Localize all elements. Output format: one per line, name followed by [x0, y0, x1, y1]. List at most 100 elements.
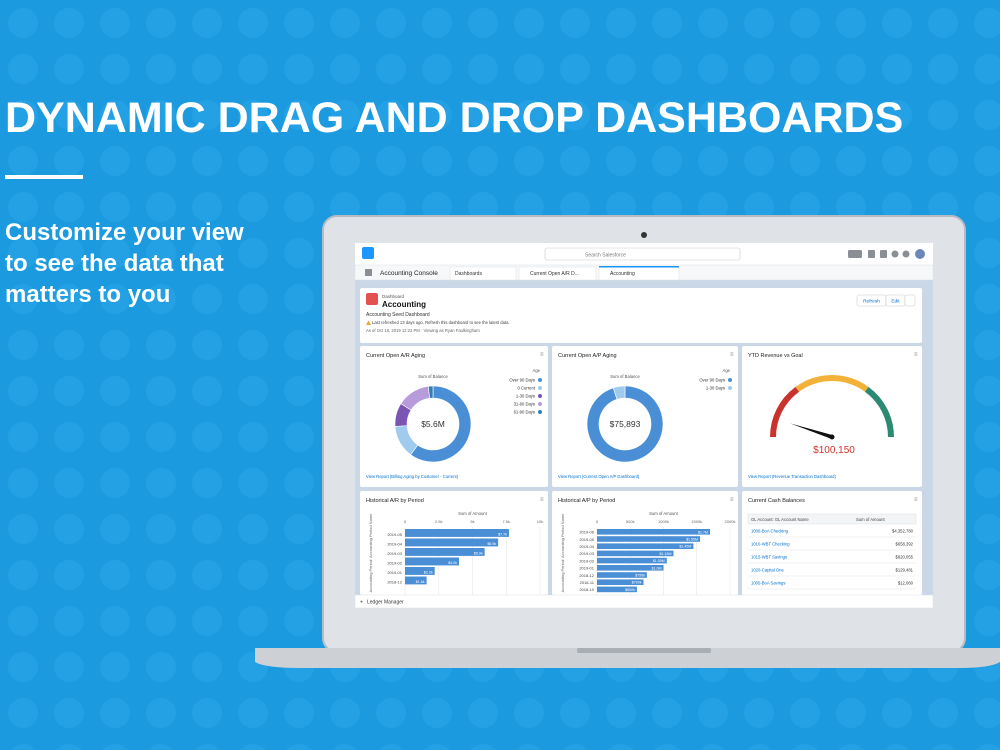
search-box[interactable]	[544, 247, 741, 261]
bar	[597, 543, 694, 549]
table-cell: $820,055	[896, 555, 914, 560]
category-label: 2018-10	[579, 587, 594, 592]
panel-menu: ≡	[540, 352, 544, 358]
tab[interactable]	[449, 266, 517, 281]
bar-value-label: $700k	[632, 581, 642, 585]
panel	[552, 346, 738, 487]
bar-value-label: $2.2k	[424, 571, 433, 575]
panel-title: Historical A/P by Period	[558, 498, 615, 504]
subtitle-line: to see the data that	[5, 250, 224, 277]
footer-icon: +	[360, 600, 363, 606]
panel-menu: ≡	[540, 497, 544, 503]
refresh-notice: Last refreshed 13 days ago. Refresh this…	[372, 320, 510, 325]
panel-title: Current Open A/P Aging	[558, 353, 617, 359]
bar-value-label: $4.0k	[448, 561, 457, 565]
laptop-base	[255, 648, 1000, 668]
footer-label: Ledger Manager	[367, 600, 404, 606]
report-link: View Report (Current Open A/P Dashboard)	[558, 474, 640, 479]
bar-value-label: $750k	[635, 574, 645, 578]
table-panel: Current Cash Balances ≡ GL Account: GL Acc…	[742, 491, 922, 595]
app-launcher[interactable]	[365, 269, 372, 276]
dashboard-icon	[366, 293, 378, 305]
bar-value-label: $5.9k	[474, 552, 483, 556]
more-button[interactable]	[904, 294, 916, 307]
category-label: 2019-02	[579, 558, 594, 563]
category-label: 2019-04	[579, 544, 594, 549]
subtitle-line: matters to you	[5, 281, 170, 308]
bar-value-label: $1.15M	[659, 552, 671, 556]
bar	[597, 557, 667, 564]
panel-menu: ≡	[730, 497, 734, 503]
legend-label: 1-30 Days	[516, 394, 535, 399]
panel	[742, 346, 922, 487]
icon[interactable]	[891, 250, 899, 258]
table-cell-link: 1020-Capital One	[751, 568, 784, 573]
headline: DYNAMIC DRAG AND DROP DASHBOARDS	[5, 94, 903, 142]
panel-title: YTD Revenue vs Goal	[748, 353, 803, 359]
utility-bar	[354, 594, 934, 609]
legend-swatch	[538, 410, 542, 414]
gauge-needle	[790, 423, 833, 439]
legend-label: 31-60 Days	[514, 402, 535, 407]
icon[interactable]	[880, 250, 887, 258]
table-cell-link: 1005-BoA Savings	[751, 581, 785, 586]
avatar[interactable]	[915, 249, 925, 259]
axis-label: Sum of Amount	[458, 511, 487, 516]
donut-segment	[427, 385, 434, 399]
donut-center-label: $5.6M	[421, 419, 445, 429]
panel-menu: ≡	[730, 352, 734, 358]
category-label: 2019-04	[387, 541, 402, 546]
bar	[597, 565, 664, 571]
legend-swatch	[538, 386, 542, 390]
donut-segment	[586, 385, 664, 463]
category-label: 2019-06	[579, 530, 594, 535]
legend-label: Over 90 Days	[509, 378, 535, 383]
tab-label: Dashboards	[455, 271, 482, 277]
legend-swatch	[728, 386, 732, 390]
search-placeholder: Search Salesforce	[585, 253, 626, 259]
icon[interactable]	[902, 250, 910, 258]
as-of: As of Oct 10, 2019 12:22 PM · Viewing as…	[366, 328, 480, 333]
x-tick-label: 500k	[626, 519, 635, 524]
x-tick-label: 0	[404, 519, 407, 524]
report-link: View Report (Revenue Transaction Dashboa…	[748, 474, 837, 479]
panels: Current Open A/R Aging ≡ Sum of Balance Ove…	[360, 346, 922, 595]
report-link: View Report (Billing Aging by Customer -…	[366, 474, 459, 479]
panel-menu: ≡	[914, 352, 918, 358]
dashboard-label: Dashboard	[382, 294, 405, 299]
table-header	[747, 513, 917, 525]
category-label: 2019-01	[387, 570, 402, 575]
panel-menu: ≡	[914, 497, 918, 503]
x-tick-label: 5k	[470, 519, 474, 524]
legend-swatch	[538, 402, 542, 406]
legend-title: Age	[533, 368, 541, 373]
bar	[405, 576, 427, 585]
warning-icon	[366, 320, 371, 325]
category-label: 2019-05	[579, 537, 594, 542]
legend-label: 61-90 Days	[514, 410, 535, 415]
legend-label: 1-30 Days	[706, 386, 725, 391]
category-label: 2019-01	[579, 566, 594, 571]
button-label: Refresh	[863, 299, 880, 305]
tab-indicator	[599, 266, 679, 268]
y-axis-label: Accounting Period: Accounting Period Nam…	[368, 513, 373, 592]
x-tick-label: 10k	[537, 519, 543, 524]
bar-chart: Historical A/P by Period ≡ Sum of Amount 0 5…	[552, 491, 738, 595]
icon[interactable]	[848, 250, 862, 258]
x-tick-label: 2.5k	[435, 519, 443, 524]
category-label: 2018-12	[579, 573, 594, 578]
y-axis-label: Accounting Period: Accounting Period Nam…	[560, 513, 565, 592]
bar	[405, 567, 435, 575]
bar	[597, 572, 647, 578]
app-logo	[362, 247, 374, 259]
x-tick-label: 0	[596, 519, 599, 524]
donut-segment	[612, 385, 626, 400]
panel-title: Historical A/R by Period	[366, 498, 424, 504]
x-tick-label: 1500k	[691, 519, 702, 524]
icon[interactable]	[868, 250, 875, 258]
tab[interactable]	[518, 266, 597, 281]
bar-value-label: $600k	[625, 588, 635, 592]
bar	[405, 557, 459, 566]
bar-value-label: $1.6k	[416, 580, 425, 584]
legend-label: 0 Current	[518, 386, 536, 391]
